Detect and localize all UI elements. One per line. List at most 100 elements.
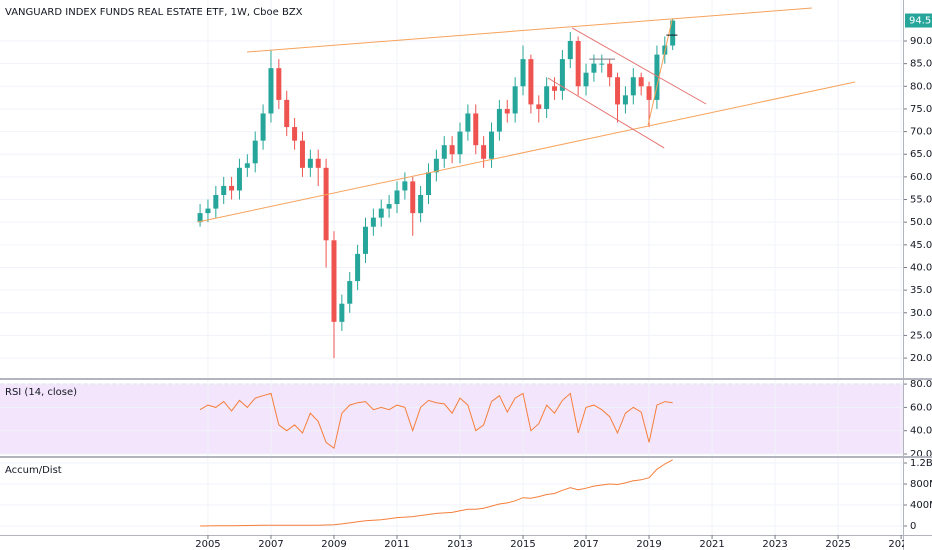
- pane: [0, 380, 903, 456]
- candle-body: [252, 140, 258, 164]
- series-line: [200, 459, 673, 527]
- candle-body: [567, 40, 573, 60]
- candle-body: [339, 303, 345, 322]
- candle-body: [638, 77, 644, 87]
- candle-body: [229, 185, 235, 191]
- x-tick-label: 2005: [195, 539, 220, 550]
- y-tick-label: 50.00: [910, 217, 932, 228]
- y-tick-label: 45.00: [910, 240, 932, 251]
- rsi-band: [0, 384, 903, 455]
- candle-body: [205, 208, 211, 214]
- candle-body: [378, 208, 384, 218]
- candle-body: [670, 20, 676, 46]
- candle-body: [536, 104, 542, 109]
- candle-body: [615, 77, 621, 105]
- trend-line: [647, 19, 673, 126]
- y-tick-label: 30.00: [910, 308, 932, 319]
- y-tick-label: 20.00: [910, 353, 932, 364]
- x-tick-label: 2021: [699, 539, 724, 550]
- candle-body: [449, 145, 455, 155]
- y-tick-label: 1.2B: [910, 458, 932, 469]
- candle-body: [591, 63, 597, 73]
- y-tick-label: 60.00: [910, 402, 932, 413]
- candle-body: [520, 59, 526, 87]
- candle-body: [197, 213, 203, 223]
- candle-body: [465, 113, 471, 132]
- candle-body: [370, 217, 376, 227]
- candle-body: [410, 181, 416, 214]
- y-tick-label: 800M: [910, 479, 932, 490]
- candle-body: [331, 240, 337, 322]
- y-tick-label: 0: [910, 521, 916, 532]
- chart-title: VANGUARD INDEX FUNDS REAL ESTATE ETF, 1W…: [5, 7, 303, 18]
- candle-body: [362, 226, 368, 254]
- y-tick-label: 75.00: [910, 104, 932, 115]
- y-tick-label: 65.00: [910, 149, 932, 160]
- candle-body: [496, 108, 502, 132]
- x-tick-label: 2019: [636, 539, 661, 550]
- x-tick-label: 2015: [510, 539, 535, 550]
- pane: [0, 0, 903, 378]
- y-tick-label: 400M: [910, 500, 932, 511]
- candle-body: [559, 59, 565, 91]
- candle-body: [236, 167, 242, 191]
- candle-body: [244, 163, 250, 168]
- candle-body: [583, 72, 589, 87]
- y-tick-label: 70.00: [910, 127, 932, 138]
- x-tick-label: 2013: [447, 539, 472, 550]
- trend-line: [246, 7, 812, 53]
- x-tick-label: 2011: [384, 539, 409, 550]
- candle-body: [489, 131, 495, 159]
- pane-title: Accum/Dist: [5, 465, 62, 476]
- candle-body: [544, 86, 550, 109]
- x-tick-label: 2017: [573, 539, 598, 550]
- candle-body: [512, 86, 518, 114]
- candle-body: [599, 63, 605, 65]
- candle-body: [433, 158, 439, 173]
- axis-corner: [904, 536, 932, 550]
- y-tick-label: 80.00: [910, 81, 932, 92]
- y-tick-label: 40.00: [910, 262, 932, 273]
- candle-body: [213, 195, 219, 209]
- x-tick-label: 2007: [258, 539, 283, 550]
- candle-body: [622, 95, 628, 105]
- candle-body: [575, 40, 581, 87]
- candle-body: [630, 77, 636, 96]
- y-tick-label: 90.00: [910, 36, 932, 47]
- y-tick-label: 60.00: [910, 172, 932, 183]
- trend-line: [547, 77, 665, 149]
- candle-body: [276, 68, 282, 100]
- candle-body: [307, 158, 313, 168]
- y-tick-label: 80.00: [910, 379, 932, 390]
- candle-body: [284, 99, 290, 128]
- x-tick-label: 2025: [825, 539, 850, 550]
- x-tick-label: 2027: [888, 539, 913, 550]
- last-price-box: [905, 13, 932, 28]
- candle-body: [425, 172, 431, 196]
- candle-body: [347, 281, 353, 304]
- candle-body: [646, 86, 652, 100]
- candle-body: [402, 181, 408, 191]
- candle-body: [481, 145, 487, 159]
- candle-body: [457, 131, 463, 155]
- y-tick-label: 25.00: [910, 330, 932, 341]
- candle-body: [260, 113, 266, 141]
- pane-title: RSI (14, close): [5, 387, 77, 398]
- y-tick-label: 40.00: [910, 426, 932, 437]
- candle-body: [473, 113, 479, 146]
- candle-body: [394, 190, 400, 205]
- y-tick-label: 85.00: [910, 59, 932, 70]
- candle-body: [299, 140, 305, 168]
- candle-body: [315, 158, 321, 168]
- pane: [0, 458, 903, 535]
- candle-body: [221, 185, 227, 196]
- trend-line: [571, 27, 707, 105]
- candle-body: [552, 86, 558, 91]
- candle-body: [441, 145, 447, 159]
- candle-body: [292, 127, 298, 141]
- y-tick-label: 20.00: [910, 449, 932, 460]
- y-tick-label: 55.00: [910, 195, 932, 206]
- candle-body: [268, 68, 274, 114]
- x-tick-label: 2023: [762, 539, 787, 550]
